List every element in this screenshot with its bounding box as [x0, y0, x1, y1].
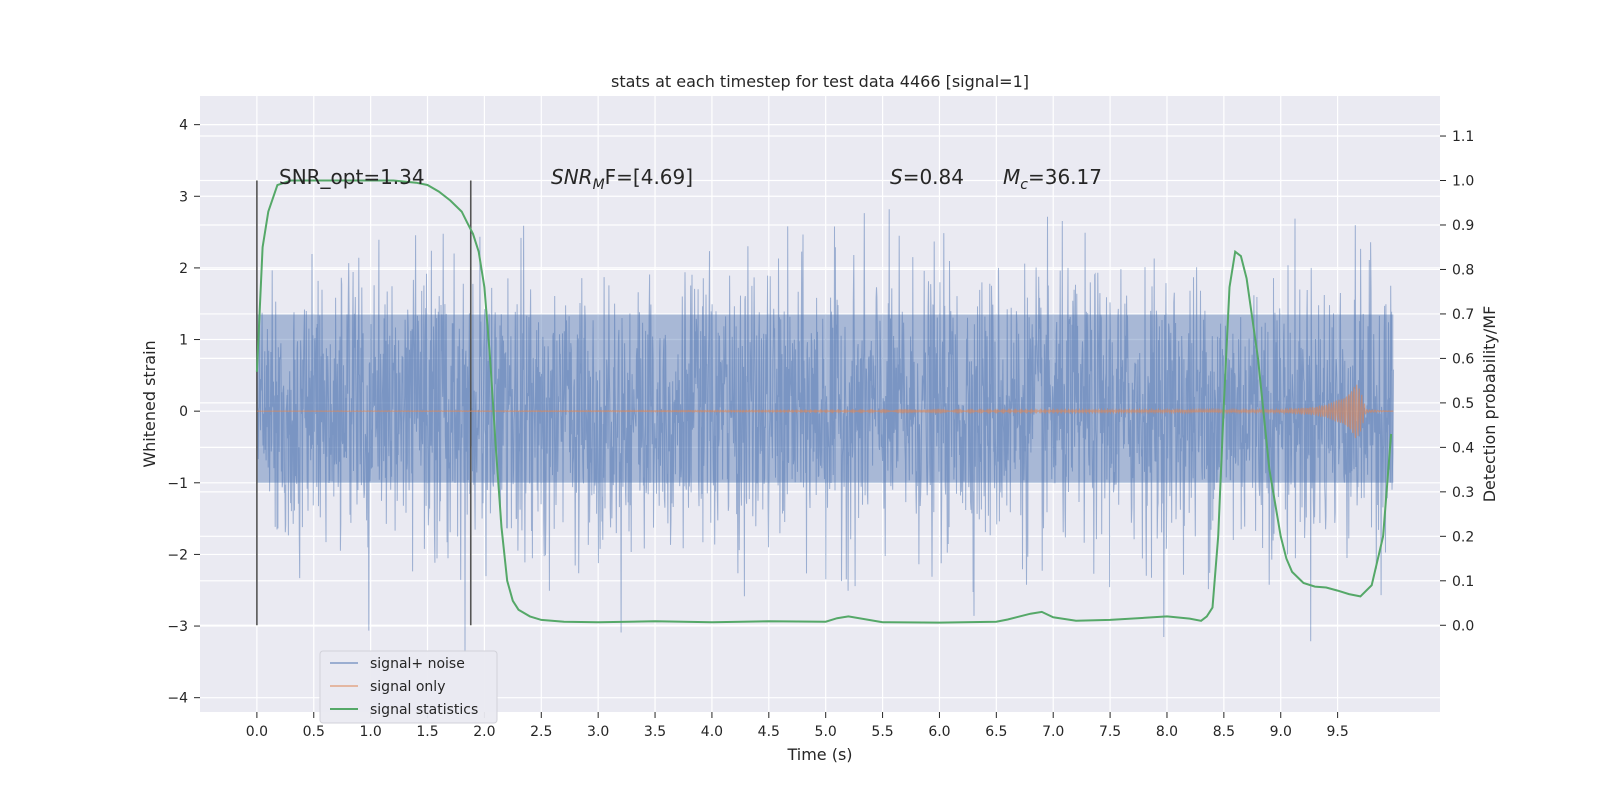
y-tick-label-7: 3 — [179, 189, 188, 205]
annotation-s: S=0.84 — [890, 165, 964, 189]
x-tick-label-7: 3.5 — [644, 724, 666, 740]
y2-tick-label-6: 0.6 — [1452, 351, 1474, 367]
snr-mf-tail: F=[4.69] — [605, 165, 693, 189]
noise-core-band — [256, 314, 1394, 483]
y-axis-label: Whitened strain — [140, 340, 159, 467]
y2-tick-label-9: 0.9 — [1452, 218, 1474, 234]
chart-title: stats at each timestep for test data 446… — [611, 72, 1029, 91]
y-tick-label-3: −1 — [167, 476, 188, 492]
x-ticks: 0.0 0.5 1.0 1.5 2.0 2.5 3.0 3.5 4.0 4.5 5.0 5.5 6.0 6… — [246, 712, 1349, 740]
y2-ticks: 0.0 0.1 0.2 0.3 0.4 0.5 0.6 0.7 0.8 0.9 1.0 1.1 — [1440, 129, 1474, 634]
x-tick-label-3: 1.5 — [416, 724, 438, 740]
x-tick-label-4: 2.0 — [473, 724, 495, 740]
y2-tick-label-5: 0.5 — [1452, 396, 1474, 412]
y2-tick-label-11: 1.1 — [1452, 129, 1474, 145]
y-tick-label-2: −2 — [167, 547, 188, 563]
annotation-snr-mf: SNRMF=[4.69] — [551, 165, 693, 193]
y-tick-label-8: 4 — [179, 118, 188, 134]
y2-tick-label-3: 0.3 — [1452, 485, 1474, 501]
series-signal-noise — [256, 209, 1394, 653]
y2-tick-label-0: 0.0 — [1452, 618, 1474, 634]
y2-tick-label-2: 0.2 — [1452, 529, 1474, 545]
x-tick-label-0: 0.0 — [246, 724, 268, 740]
x-tick-label-1: 0.5 — [303, 724, 325, 740]
x-tick-label-15: 7.5 — [1099, 724, 1121, 740]
y-tick-label-1: −3 — [167, 619, 188, 635]
mc-label: M — [1003, 165, 1020, 189]
y-ticks: −4 −3 −2 −1 0 1 2 3 4 — [167, 118, 200, 707]
legend-label-signal-only: signal only — [370, 679, 445, 695]
y2-tick-label-8: 0.8 — [1452, 262, 1474, 278]
x-tick-label-9: 4.5 — [758, 724, 780, 740]
y2-axis-label: Detection probability/MF — [1480, 306, 1499, 503]
x-tick-label-18: 9.0 — [1270, 724, 1292, 740]
y-tick-label-6: 2 — [179, 261, 188, 277]
y-tick-label-5: 1 — [179, 333, 188, 349]
signal-statistics-line — [255, 179, 1393, 624]
y2-tick-label-7: 0.7 — [1452, 307, 1474, 323]
x-tick-label-12: 6.0 — [928, 724, 950, 740]
mc-value: =36.17 — [1028, 165, 1102, 189]
x-tick-label-19: 9.5 — [1326, 724, 1348, 740]
x-tick-label-16: 8.0 — [1156, 724, 1178, 740]
snr-mf-sub: M — [593, 177, 605, 193]
x-axis-label: Time (s) — [786, 745, 852, 764]
snr-mf-label: SNR — [551, 165, 593, 189]
series-signal-statistics — [255, 179, 1393, 624]
annotation-snr-opt: SNR_opt=1.34 — [279, 165, 425, 189]
s-label: S — [890, 165, 903, 189]
y2-tick-label-1: 0.1 — [1452, 574, 1474, 590]
y2-tick-label-10: 1.0 — [1452, 174, 1474, 190]
s-value: =0.84 — [903, 165, 964, 189]
y2-tick-label-4: 0.4 — [1452, 440, 1474, 456]
x-tick-label-10: 5.0 — [815, 724, 837, 740]
signal-only-trace — [256, 384, 1394, 439]
x-tick-label-5: 2.5 — [530, 724, 552, 740]
y-tick-label-4: 0 — [179, 404, 188, 420]
x-tick-label-13: 6.5 — [985, 724, 1007, 740]
legend-label-signal-statistics: signal statistics — [370, 702, 478, 718]
mc-sub: c — [1020, 177, 1028, 193]
x-tick-label-17: 8.5 — [1213, 724, 1235, 740]
annotation-mc: Mc=36.17 — [1003, 165, 1102, 193]
x-tick-label-6: 3.0 — [587, 724, 609, 740]
legend-label-signal-noise: signal+ noise — [370, 656, 465, 672]
x-tick-label-14: 7.0 — [1042, 724, 1064, 740]
series-signal-only — [256, 384, 1394, 439]
x-tick-label-2: 1.0 — [360, 724, 382, 740]
x-tick-label-8: 4.0 — [701, 724, 723, 740]
y-tick-label-0: −4 — [167, 691, 188, 707]
legend: signal+ noise signal only signal statist… — [319, 650, 498, 724]
vertical-markers — [256, 180, 472, 626]
x-tick-label-11: 5.5 — [871, 724, 893, 740]
legend-box — [319, 650, 498, 724]
noise-trace — [256, 209, 1394, 653]
